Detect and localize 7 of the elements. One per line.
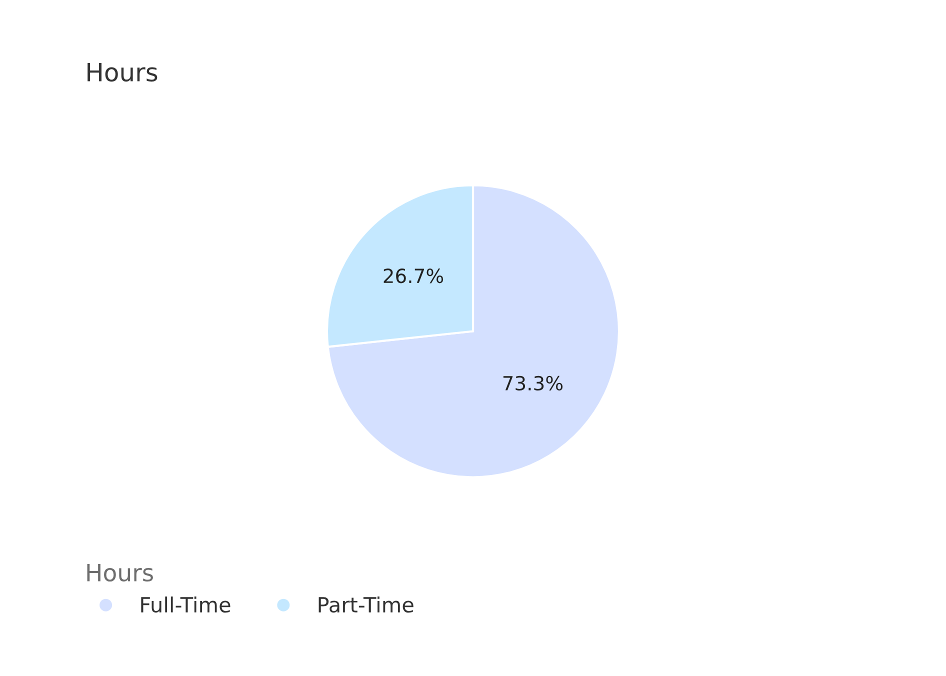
legend-label: Part-Time	[318, 596, 414, 613]
chart-title: Hours	[88, 63, 158, 82]
legend-label: Full-Time	[141, 596, 230, 613]
data-label: 73.3%	[503, 376, 563, 391]
pie-slice	[326, 184, 620, 478]
data-label: 26.7%	[384, 268, 444, 284]
legend-title: Hours	[87, 564, 153, 582]
